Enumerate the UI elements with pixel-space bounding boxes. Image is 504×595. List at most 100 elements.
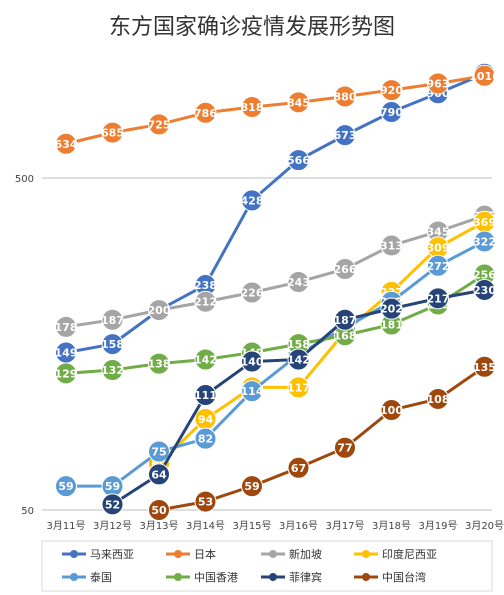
data-label: 135 — [473, 361, 496, 374]
legend-swatch-marker — [269, 550, 277, 558]
data-point — [287, 376, 310, 399]
data-point — [473, 278, 496, 301]
x-tick-label: 3月13号 — [139, 520, 178, 532]
data-point — [380, 79, 403, 102]
data-point — [148, 440, 170, 463]
data-label: 67 — [291, 462, 306, 475]
data-label: 181 — [380, 319, 403, 332]
data-label: 108 — [427, 393, 450, 406]
series-line — [66, 240, 486, 488]
y-axis: 50 500 — [15, 174, 34, 517]
data-point — [427, 72, 449, 95]
data-point — [334, 436, 356, 459]
data-label: 111 — [194, 389, 217, 402]
data-label: 158 — [287, 338, 310, 351]
data-label: 243 — [287, 276, 310, 289]
data-point — [194, 490, 217, 513]
data-label: 75 — [151, 446, 166, 459]
data-label: 142 — [287, 353, 310, 366]
data-label: 272 — [427, 260, 450, 273]
legend-swatch-marker — [269, 573, 277, 581]
data-label: 217 — [427, 292, 450, 305]
data-point — [241, 475, 263, 498]
data-label: 634 — [55, 138, 78, 151]
series-line — [65, 214, 485, 329]
data-label: 158 — [101, 338, 124, 351]
data-label: 142 — [194, 353, 217, 366]
data-point — [380, 297, 403, 320]
series-5: 129132138142149158168181208256 — [55, 263, 496, 385]
series-line — [65, 273, 486, 375]
legend-item: 日本 — [166, 547, 216, 561]
data-point — [241, 380, 263, 403]
series-2: 178187200212226243266313345385 — [55, 204, 496, 338]
data-point — [241, 96, 263, 119]
data-label: 149 — [55, 347, 78, 360]
data-label: 266 — [334, 263, 357, 276]
data-point — [334, 308, 356, 331]
data-point — [55, 475, 77, 498]
data-label: 138 — [148, 358, 171, 371]
data-label: 369 — [473, 216, 496, 229]
data-point — [194, 427, 217, 450]
data-label: 845 — [287, 96, 310, 109]
legend-label: 新加坡 — [289, 547, 322, 561]
data-label: 94 — [198, 413, 214, 426]
data-label: 238 — [194, 279, 217, 292]
data-label: 202 — [380, 303, 403, 316]
x-tick-label: 3月14号 — [186, 520, 225, 532]
data-label: 59 — [244, 480, 259, 493]
x-tick-label: 3月16号 — [279, 520, 318, 532]
data-label: 790 — [380, 106, 403, 119]
legend-label: 泰国 — [90, 570, 112, 584]
legend-item: 新加坡 — [261, 547, 322, 561]
legend-item: 菲律宾 — [261, 570, 322, 584]
data-point — [101, 121, 124, 144]
x-tick-label: 3月15号 — [232, 520, 271, 532]
data-label: 100 — [380, 404, 403, 417]
data-point — [334, 124, 356, 147]
x-tick-label: 3月17号 — [325, 520, 364, 532]
data-label: 200 — [148, 304, 171, 317]
data-point — [287, 149, 310, 172]
data-point — [241, 189, 263, 212]
data-point — [287, 456, 310, 479]
y-tick-label: 50 — [21, 506, 34, 517]
data-label: 168 — [334, 329, 357, 342]
legend-swatch-marker — [174, 550, 182, 558]
legend-item: 马来西亚 — [62, 548, 134, 561]
x-tick-label: 3月12号 — [93, 520, 132, 532]
data-point — [334, 85, 356, 108]
data-label: 132 — [101, 364, 124, 377]
data-label: 345 — [427, 226, 450, 239]
data-point — [101, 308, 124, 331]
data-point — [148, 463, 170, 486]
data-point — [334, 257, 356, 280]
data-point — [241, 281, 263, 304]
data-point — [55, 132, 77, 155]
data-point — [427, 387, 449, 410]
x-tick-label: 3月20号 — [465, 520, 504, 532]
data-point — [194, 384, 217, 407]
data-label: 178 — [55, 321, 78, 334]
data-label: 725 — [148, 118, 171, 131]
series-group: 1491582002384285666737909001030634685725… — [55, 62, 500, 521]
series-line — [65, 74, 485, 146]
data-point — [287, 348, 310, 371]
data-label: 82 — [198, 433, 213, 446]
data-point — [473, 64, 496, 87]
data-label: 256 — [473, 269, 496, 282]
data-label: 309 — [427, 241, 450, 254]
legend-label: 马来西亚 — [90, 548, 134, 561]
legend-swatch-marker — [362, 550, 370, 558]
data-point — [194, 101, 217, 124]
series-1: 634 685 725 786 818 845 880 920 963 1016 — [55, 64, 500, 155]
legend-item: 中国台湾 — [354, 570, 426, 584]
data-point — [194, 348, 217, 371]
data-point — [55, 315, 77, 338]
data-label: 428 — [241, 194, 264, 207]
legend-item: 印度尼西亚 — [354, 547, 437, 561]
data-label: 963 — [427, 77, 450, 90]
data-label: 786 — [194, 107, 217, 120]
